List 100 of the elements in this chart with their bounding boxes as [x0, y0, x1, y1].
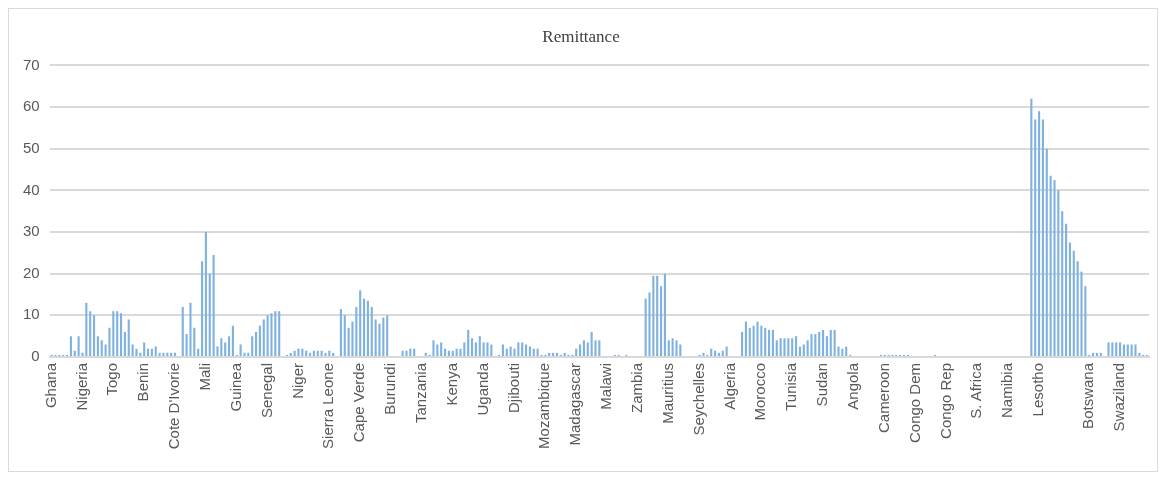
bar — [474, 342, 477, 356]
bar — [702, 352, 705, 356]
bar — [274, 311, 277, 356]
bar — [822, 329, 825, 356]
bar — [1126, 344, 1129, 356]
bar — [490, 344, 493, 356]
bar — [744, 321, 747, 356]
bar — [212, 254, 215, 356]
bar — [359, 290, 362, 356]
bar — [802, 344, 805, 356]
y-tick-label: 20 — [23, 263, 40, 281]
bar — [227, 336, 231, 356]
bar — [509, 346, 512, 356]
bar — [386, 315, 389, 356]
bar — [482, 342, 485, 356]
bar — [679, 344, 682, 356]
x-tick-label: Mauritius — [658, 363, 676, 424]
bar — [783, 338, 786, 356]
x-tick-label: Tanzania — [412, 362, 430, 424]
chart-title: Remittance — [542, 26, 620, 46]
bar — [181, 307, 184, 356]
bar — [239, 344, 242, 356]
bar — [131, 344, 134, 356]
x-tick-label: Niger — [288, 363, 306, 399]
x-tick-label: Congo Dem — [905, 363, 923, 444]
bar — [833, 329, 836, 356]
bar — [775, 340, 778, 356]
x-tick-label: Mali — [196, 363, 214, 391]
bar — [258, 325, 261, 356]
bar — [1076, 261, 1079, 356]
bar — [189, 302, 192, 356]
x-tick-label: Cape Verde — [350, 363, 368, 443]
bar — [667, 340, 670, 356]
bar — [660, 286, 663, 356]
bar — [818, 332, 821, 356]
bar — [463, 342, 466, 356]
bar — [436, 344, 439, 356]
bar — [590, 332, 593, 356]
bar — [123, 332, 126, 356]
x-tick-label: Swaziland — [1110, 363, 1128, 432]
bar — [382, 317, 385, 356]
bar — [266, 315, 269, 356]
bar — [278, 311, 281, 356]
bar — [470, 338, 474, 356]
bar — [825, 336, 828, 356]
bar — [1119, 342, 1122, 356]
bar — [1111, 342, 1114, 356]
x-tick-label: Algeria — [720, 362, 738, 410]
bar — [262, 319, 265, 356]
bar — [845, 346, 848, 356]
bar — [1053, 179, 1056, 356]
x-tick-label: Cote D'Ivorie — [165, 363, 183, 450]
bar — [143, 342, 146, 356]
bar — [1061, 211, 1064, 356]
bar — [254, 332, 258, 356]
bar — [127, 319, 130, 356]
bar — [316, 350, 319, 356]
bar — [582, 340, 585, 356]
x-tick-label: Mozambique — [535, 363, 553, 449]
bar — [1038, 111, 1041, 356]
bar — [220, 338, 223, 356]
bar — [725, 346, 728, 356]
bar — [85, 302, 88, 356]
bar — [810, 334, 813, 356]
x-tick-label: Seychelles — [689, 363, 707, 436]
bar — [73, 350, 76, 356]
bar — [297, 348, 300, 356]
bar — [451, 350, 454, 356]
bar — [814, 334, 817, 356]
bar — [779, 338, 782, 356]
bar — [501, 344, 504, 356]
bar — [112, 311, 115, 356]
bar — [652, 275, 655, 356]
bar — [1130, 344, 1133, 356]
bar — [752, 325, 755, 356]
x-tick-label: Guinea — [226, 362, 244, 412]
x-tick-label: Madagascar — [566, 363, 584, 446]
bar — [1030, 98, 1033, 356]
y-tick-label: 0 — [31, 347, 40, 365]
bar — [1049, 175, 1052, 356]
x-tick-label: Ghana — [41, 362, 59, 409]
bar — [119, 313, 123, 356]
x-tick-label: Lesotho — [1029, 363, 1047, 417]
bar — [135, 348, 138, 356]
bar — [92, 315, 96, 356]
bar — [764, 327, 767, 356]
bar — [405, 350, 408, 356]
bar — [1041, 119, 1044, 356]
y-tick-label: 10 — [23, 305, 40, 323]
bar — [586, 342, 589, 356]
bar — [829, 329, 832, 356]
x-tick-label: Kenya — [442, 362, 460, 406]
bar — [760, 325, 763, 356]
bar — [798, 346, 801, 356]
bar — [401, 350, 404, 356]
bar — [1107, 342, 1110, 356]
bar — [200, 261, 204, 356]
x-tick-label: Congo Rep — [936, 363, 954, 439]
bar — [154, 346, 157, 356]
bar — [324, 352, 327, 356]
